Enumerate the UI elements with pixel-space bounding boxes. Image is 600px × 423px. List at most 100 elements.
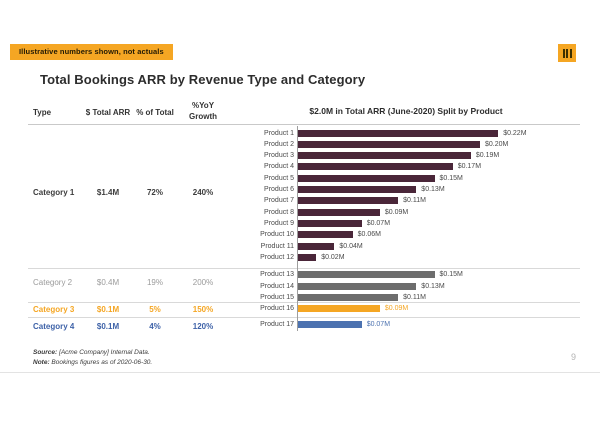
chart-title: $2.0M in Total ARR (June-2020) Split by … [309,106,503,116]
bar-label: Product 14 [260,282,294,290]
table-cell-total_arr: $1.4M [96,188,120,197]
bar-value: $0.13M [421,282,445,290]
bar [298,271,435,279]
chart-axis [297,126,298,331]
bar-label: Product 3 [264,152,294,160]
table-cell-pct_of_total: 72% [146,188,163,197]
header-divider [28,124,580,125]
bar-row: Product 1 $0.22M [230,128,590,139]
bar-row: Product 2 $0.20M [230,139,590,150]
bar-row: Product 14 $0.13M [230,281,590,292]
bar [298,320,362,328]
bar-row: Product 10 $0.06M [230,229,590,240]
bar-row: Product 12 $0.02M [230,252,590,263]
table-cell-pct_of_total: 19% [146,278,163,287]
bar-value: $0.04M [339,242,363,250]
bar-label: Product 13 [260,271,294,279]
table-cell-total_arr: $0.4M [96,278,120,287]
bar-row: Product 4 $0.17M [230,161,590,172]
bar-label: Product 5 [264,174,294,182]
bar [298,140,480,148]
table-cell-pct_of_total: 4% [149,322,161,331]
table-row: Category 1 $1.4M 72% 240% [0,188,230,198]
category1-divider [28,268,580,269]
bar-value: $0.15M [439,271,463,279]
table-cell-type: Category 2 [33,278,73,287]
bar [298,152,471,160]
bar-label: Product 1 [264,129,294,137]
bar-value: $0.07M [366,320,391,328]
bar-label: Product 6 [264,186,294,193]
bar-row: Product 17 $0.07M [230,319,590,330]
column-header-pct-of-total: % of Total [136,108,174,117]
bar [298,219,362,227]
bar-row: Product 7 $0.11M [230,195,590,206]
table-cell-type: Category 4 [33,322,75,331]
bar-value: $0.11M [403,197,426,205]
bar [298,231,353,239]
bar-value: $0.02M [321,253,345,261]
bar-chart-rows: Product 1 $0.22M Product 2 $0.20M Product 3 $… [230,0,590,423]
bar-value: $0.19M [475,152,500,160]
bar-label: Product 10 [260,231,294,239]
bar-row: Product 5 $0.15M [230,173,590,184]
bar-label: Product 12 [260,253,294,261]
table-cell-type: Category 3 [33,305,75,314]
bar [298,163,453,171]
bar-row: Product 16 $0.09M [230,303,590,314]
bar-value: $0.13M [421,186,445,193]
bar-row: Product 11 $0.04M [230,241,590,252]
bar [298,293,399,301]
bar-value: $0.20M [485,140,509,148]
bar [298,282,417,290]
category3-divider [28,317,580,318]
table-cell-yoy_growth: 120% [192,322,214,331]
column-header-total-arr: $ Total ARR [85,108,131,117]
note-label: Note: [33,359,50,367]
bar-label: Product 2 [264,140,294,148]
bar-row: Product 8 $0.09M [230,207,590,218]
bar-value: $0.22M [503,129,527,137]
logo-bar [566,48,568,58]
bar [298,129,499,137]
bar-label: Product 16 [260,305,294,313]
bar-value: $0.06M [357,231,381,239]
bar-label: Product 7 [264,197,294,205]
bar-row: Product 9 $0.07M [230,218,590,229]
table-cell-yoy_growth: 200% [192,278,214,287]
bar [298,208,380,216]
bar-value: $0.17M [457,163,482,171]
table-row: Category 2 $0.4M 19% 200% [0,278,230,288]
bar-value: $0.15M [439,174,463,182]
bar [298,174,435,182]
table-row: Category 3 $0.1M 5% 150% [0,305,230,315]
logo-bar [562,48,565,58]
page-title: Total Bookings ARR by Revenue Type and C… [40,72,366,87]
bar-label: Product 8 [264,208,294,216]
bar-value: $0.11M [403,293,426,301]
table-row: Category 4 $0.1M 4% 120% [0,322,230,332]
table-cell-yoy_growth: 240% [192,188,214,197]
bar [298,242,335,250]
bar-label: Product 9 [264,219,294,227]
column-header-type: Type [33,108,52,117]
bar [298,305,380,313]
table-cell-type: Category 1 [33,188,75,197]
table-cell-pct_of_total: 5% [149,305,161,314]
bar-value: $0.09M [384,305,409,313]
page-number: 9 [570,352,576,362]
bar-value: $0.09M [384,208,409,216]
table-cell-total_arr: $0.1M [96,305,120,314]
disclaimer-banner: Illustrative numbers shown, not actuals [10,44,173,60]
footnote: Source: [Acme Company] Internal Data. No… [33,348,152,369]
company-logo-icon [558,44,576,62]
bar-label: Product 15 [260,293,294,301]
source-text: [Acme Company] Internal Data. [57,349,150,356]
bar-value: $0.07M [366,219,391,227]
bar-row: Product 3 $0.19M [230,150,590,161]
note-line: Note: Bookings figures as of 2020-06-30. [33,358,152,368]
column-header-yoy-growth: %YoY Growth [189,101,217,121]
bar-label: Product 4 [264,163,294,171]
slide-bottom-edge [0,372,600,373]
